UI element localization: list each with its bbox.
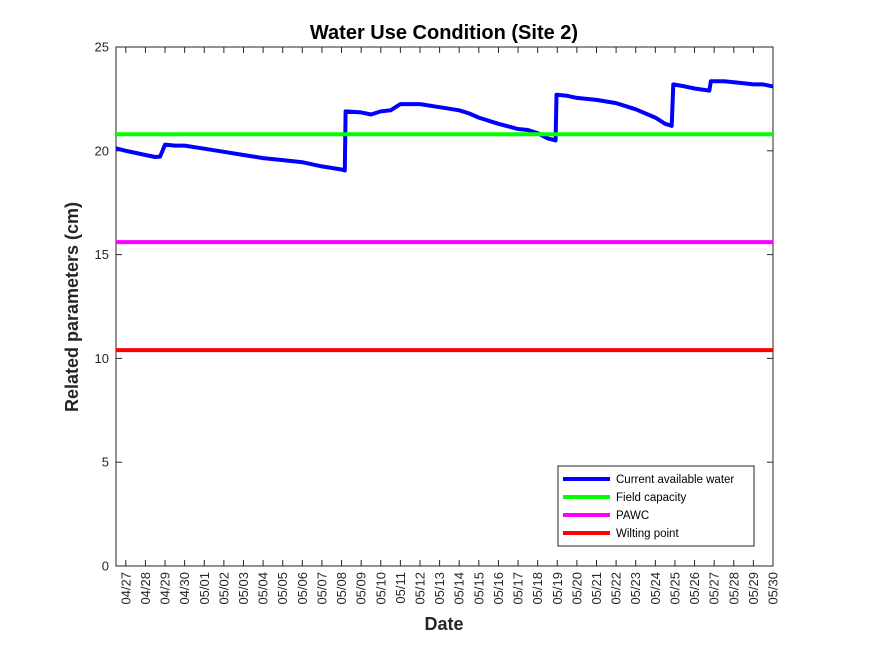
x-tick-label: 05/15 xyxy=(471,572,486,605)
x-tick-label: 05/02 xyxy=(216,572,231,605)
y-axis-label: Related parameters (cm) xyxy=(62,202,82,412)
x-tick-label: 05/23 xyxy=(628,572,643,605)
x-tick-label: 05/12 xyxy=(412,572,427,605)
y-tick-label: 10 xyxy=(95,351,109,366)
x-tick-label: 05/28 xyxy=(726,572,741,605)
x-tick-label: 05/21 xyxy=(589,572,604,605)
y-tick-label: 0 xyxy=(102,559,109,574)
x-tick-label: 05/11 xyxy=(393,572,408,604)
x-tick-label: 04/29 xyxy=(158,572,173,605)
x-tick-label: 05/09 xyxy=(354,572,369,605)
x-tick-label: 05/24 xyxy=(648,572,663,605)
x-tick-label: 05/04 xyxy=(256,572,271,605)
x-tick-label: 05/13 xyxy=(432,572,447,605)
x-tick-label: 04/30 xyxy=(177,572,192,605)
y-tick-label: 20 xyxy=(95,143,109,158)
legend-label: PAWC xyxy=(616,510,649,522)
plot-area: 0 5 10 15 20 25 04/27 04/28 04/29 04/30 05/01 05/02… xyxy=(95,40,781,605)
x-tick-label: 05/01 xyxy=(197,572,212,605)
legend-label: Field capacity xyxy=(616,492,687,504)
x-tick-label: 05/20 xyxy=(569,572,584,605)
y-tick-label: 25 xyxy=(95,40,109,55)
chart-title: Water Use Condition (Site 2) xyxy=(310,22,578,44)
x-tick-label: 05/03 xyxy=(236,572,251,605)
x-tick-label: 05/19 xyxy=(550,572,565,605)
x-tick-label: 05/30 xyxy=(766,572,781,605)
legend-label: Wilting point xyxy=(616,528,679,540)
x-tick-label: 05/27 xyxy=(707,572,722,605)
y-tick-label: 15 xyxy=(95,247,109,262)
series-line-current-available-water xyxy=(115,79,774,173)
legend: Current available water Field capacity PAW… xyxy=(557,465,755,547)
x-tick-label: 05/25 xyxy=(667,572,682,605)
x-tick-label: 05/22 xyxy=(609,572,624,605)
x-tick-label: 05/16 xyxy=(491,572,506,605)
x-axis-label: Date xyxy=(424,614,463,634)
x-tick-label: 05/17 xyxy=(511,572,526,605)
x-tick-label: 05/26 xyxy=(687,572,702,605)
x-tick-label: 04/27 xyxy=(118,572,133,605)
x-tick-label: 05/18 xyxy=(530,572,545,605)
x-tick-label: 05/07 xyxy=(314,572,329,605)
y-tick-label: 5 xyxy=(102,455,109,470)
x-tick-label: 05/08 xyxy=(334,572,349,605)
x-tick-label: 05/29 xyxy=(746,572,761,605)
x-tick-label: 05/10 xyxy=(373,572,388,605)
legend-label: Current available water xyxy=(616,474,734,486)
x-tick-label: 05/05 xyxy=(275,572,290,605)
axes-box xyxy=(115,46,774,567)
x-tick-label: 05/06 xyxy=(295,572,310,605)
x-tick-label: 04/28 xyxy=(138,572,153,605)
x-tick-label: 05/14 xyxy=(452,572,467,605)
